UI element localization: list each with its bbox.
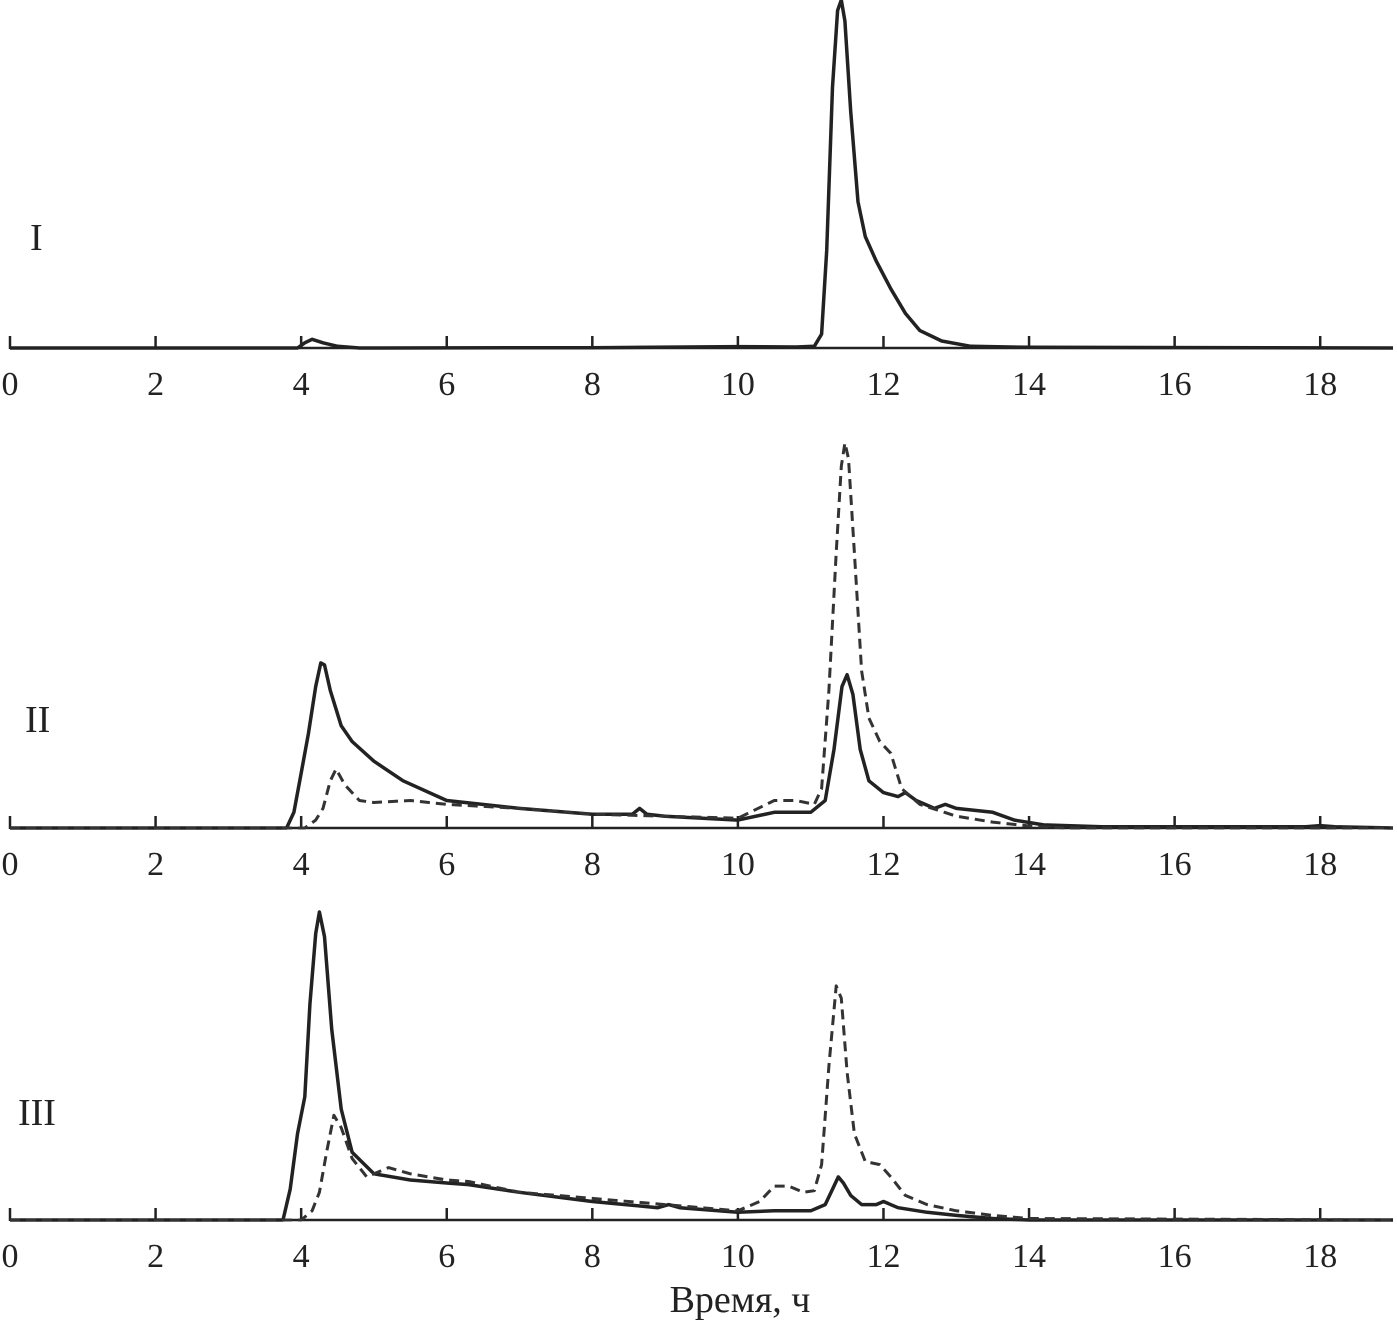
series-line-solid bbox=[10, 0, 1394, 350]
x-tick-label: 6 bbox=[438, 846, 455, 883]
panel-3: 0 2 4 6 8 10 12 14 16 18 III bbox=[2, 910, 1394, 1275]
panel-label: I bbox=[30, 217, 43, 259]
x-tick-label: 18 bbox=[1303, 366, 1337, 403]
series-line-solid bbox=[10, 910, 1393, 1222]
chromatogram-panels: 0 2 4 6 8 10 12 14 16 18 I 0 2 4 6 8 10 12 14 16 18 II 0 2 4 6 8 10… bbox=[2, 0, 1394, 1275]
x-tick-label: 8 bbox=[584, 1238, 601, 1275]
x-tick-label: 14 bbox=[1012, 846, 1046, 883]
x-tick-label: 18 bbox=[1303, 846, 1337, 883]
x-tick-label: 4 bbox=[293, 1238, 310, 1275]
x-tick-label: 8 bbox=[584, 366, 601, 403]
x-tick-label: 8 bbox=[584, 846, 601, 883]
x-tick-label: 2 bbox=[147, 846, 164, 883]
x-tick-label: 2 bbox=[147, 1238, 164, 1275]
x-tick-label: 12 bbox=[866, 1238, 900, 1275]
x-tick-label: 10 bbox=[721, 366, 755, 403]
panel-2: 0 2 4 6 8 10 12 14 16 18 II bbox=[2, 441, 1394, 883]
x-tick-label: 16 bbox=[1158, 366, 1192, 403]
panel-label: II bbox=[25, 699, 50, 741]
x-tick-label: 12 bbox=[866, 846, 900, 883]
x-tick-label: 0 bbox=[2, 846, 19, 883]
x-tick-label: 14 bbox=[1012, 366, 1046, 403]
x-tick-label: 4 bbox=[293, 846, 310, 883]
x-tick-label: 0 bbox=[2, 366, 19, 403]
series-line-dashed bbox=[10, 984, 1394, 1222]
x-tick-label: 16 bbox=[1158, 1238, 1192, 1275]
x-tick-label: 6 bbox=[438, 1238, 455, 1275]
x-tick-label: 2 bbox=[147, 366, 164, 403]
x-tick-label: 4 bbox=[293, 366, 310, 403]
series-line-dashed bbox=[10, 441, 1393, 830]
x-tick-label: 14 bbox=[1012, 1238, 1046, 1275]
x-tick-label: 10 bbox=[721, 846, 755, 883]
x-tick-label: 10 bbox=[721, 1238, 755, 1275]
x-tick-label: 0 bbox=[2, 1238, 19, 1275]
x-tick-label: 16 bbox=[1158, 846, 1192, 883]
x-tick-label: 12 bbox=[866, 366, 900, 403]
x-tick-label: 6 bbox=[438, 366, 455, 403]
series-line-solid bbox=[10, 661, 1394, 830]
x-axis-title: Время, ч bbox=[670, 1279, 811, 1321]
x-tick-label: 18 bbox=[1303, 1238, 1337, 1275]
panel-1: 0 2 4 6 8 10 12 14 16 18 I bbox=[2, 0, 1394, 403]
panel-label: III bbox=[18, 1092, 56, 1134]
